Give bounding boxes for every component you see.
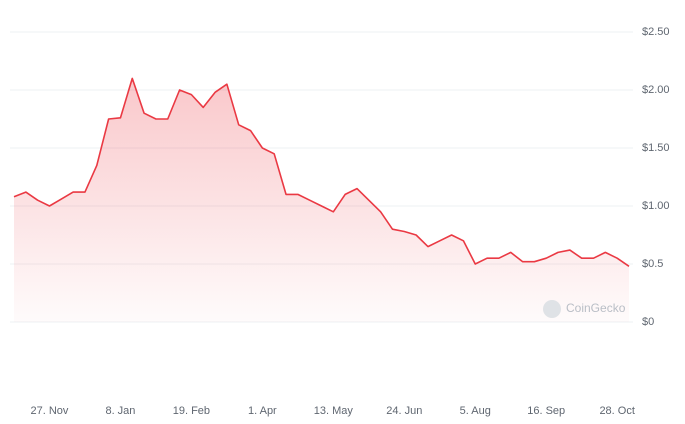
x-tick-label: 8. Jan	[105, 405, 135, 417]
y-tick-label: $0	[642, 316, 654, 328]
x-tick-label: 28. Oct	[599, 405, 634, 417]
x-tick-label: 13. May	[314, 405, 354, 417]
plot	[13, 77, 630, 323]
x-tick-label: 1. Apr	[248, 405, 277, 417]
x-tick-label: 19. Feb	[173, 405, 210, 417]
x-tick-label: 5. Aug	[460, 405, 491, 417]
watermark-logo	[543, 300, 561, 318]
area	[14, 78, 629, 323]
y-tick-label: $0.5	[642, 258, 663, 270]
price-line	[13, 77, 630, 267]
y-tick-label: $2.00	[642, 84, 670, 96]
watermark-group: CoinGecko	[543, 300, 626, 318]
x-tick-label: 24. Jun	[386, 405, 422, 417]
watermark: CoinGecko	[566, 301, 626, 315]
y-tick-label: $1.50	[642, 142, 670, 154]
x-tick-label: 16. Sep	[527, 405, 565, 417]
y-tick-label: $1.00	[642, 200, 670, 212]
axes: $0 $0.5 $1.00 $1.50 $2.00 $2.50 27. Nov 8. Jan 1…	[31, 26, 670, 417]
x-tick-label: 27. Nov	[31, 405, 69, 417]
y-tick-label: $2.50	[642, 26, 670, 38]
